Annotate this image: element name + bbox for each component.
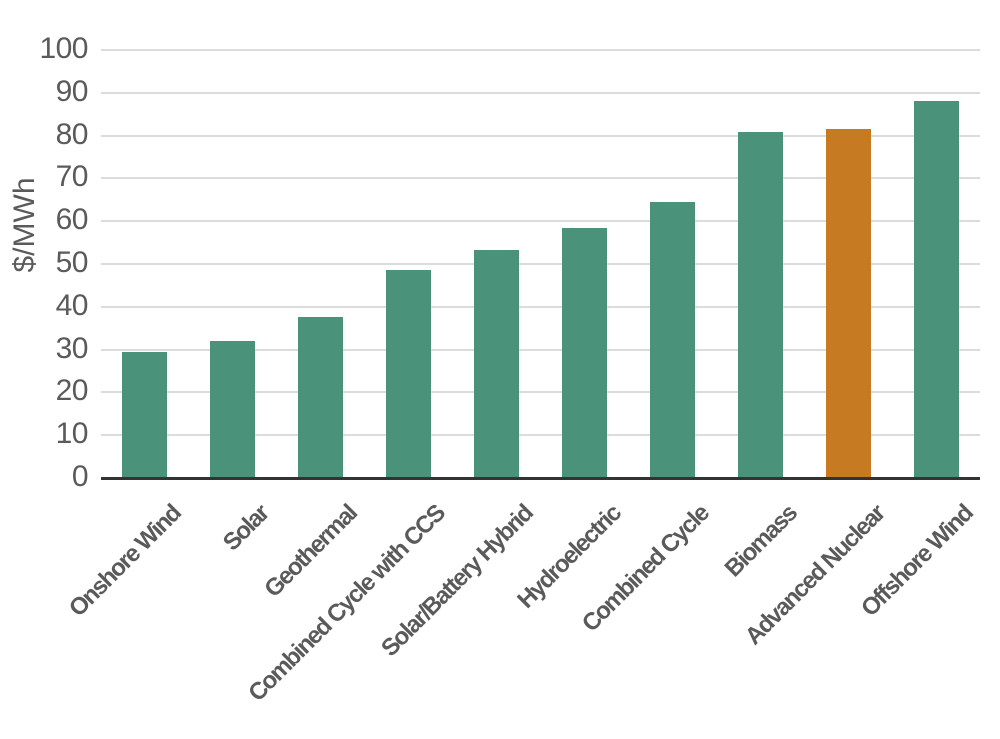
gridline [101, 434, 980, 437]
y-tick-label: 10 [55, 417, 89, 451]
gridline [101, 391, 980, 394]
gridline [101, 263, 980, 265]
x-tick-label: Solar/Battery Hybrid [375, 500, 538, 662]
gridline [101, 49, 980, 51]
bar-offshore-wind [914, 100, 959, 478]
x-axis-line [101, 477, 980, 480]
gridline [101, 220, 980, 223]
y-tick-label: 30 [55, 331, 89, 365]
gridline [101, 134, 980, 137]
bar-biomass [738, 132, 783, 478]
bar-solar-battery-hybrid [474, 249, 519, 478]
y-tick-label: 80 [55, 117, 89, 151]
bar-onshore-wind [122, 351, 167, 478]
y-tick-label: 0 [71, 460, 89, 493]
x-tick-label: Biomass [719, 500, 802, 583]
y-tick-label: 50 [55, 246, 89, 279]
y-tick-label: 20 [55, 374, 89, 408]
x-tick-label: Solar [217, 500, 274, 557]
gridline [101, 348, 980, 351]
bar-geothermal [298, 317, 343, 478]
bar-solar [210, 341, 255, 478]
y-tick-label: 60 [55, 203, 89, 237]
y-tick-label: 100 [39, 32, 88, 65]
gridline [101, 305, 980, 308]
gridline [101, 177, 980, 180]
x-tick-label: Onshore Wind [63, 500, 186, 623]
bar-hydroelectric [562, 228, 607, 478]
bar-combined-cycle [650, 201, 695, 478]
bar-combined-cycle-with-ccs [386, 269, 431, 478]
y-tick-label: 70 [55, 160, 89, 194]
y-tick-label: 40 [55, 288, 89, 322]
bar-advanced-nuclear [826, 129, 871, 478]
y-tick-label: 90 [55, 74, 89, 108]
gridline [101, 91, 980, 94]
